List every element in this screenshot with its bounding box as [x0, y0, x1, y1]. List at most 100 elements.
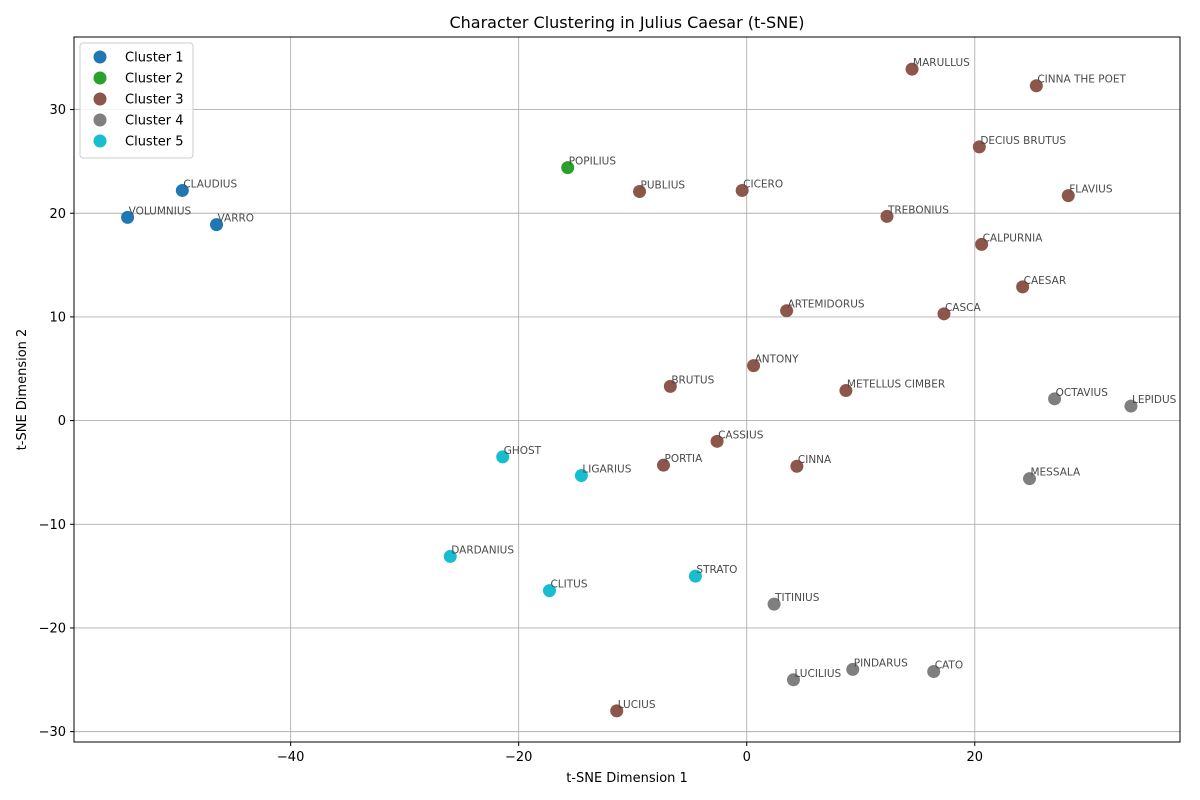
point-label: METELLUS CIMBER [847, 379, 945, 391]
point-label: FLAVIUS [1069, 184, 1113, 196]
y-tick-label: −10 [39, 518, 66, 533]
y-tick-label: 0 [58, 414, 66, 429]
data-point [1048, 392, 1062, 406]
data-point [905, 62, 919, 76]
data-point [747, 359, 761, 373]
legend-entry-label: Cluster 5 [125, 135, 184, 150]
data-point [1061, 189, 1075, 203]
data-point [1022, 472, 1036, 486]
y-tick-label: 20 [49, 207, 66, 222]
point-label: POPILIUS [569, 156, 617, 168]
point-label: LUCILIUS [794, 668, 841, 680]
point-label: MESSALA [1030, 467, 1080, 479]
data-point [688, 569, 702, 583]
x-tick-label: −40 [277, 750, 304, 765]
data-point [735, 183, 749, 197]
legend-entry-label: Cluster 1 [125, 51, 184, 66]
point-label: PUBLIUS [641, 179, 686, 191]
point-label: CAESAR [1024, 275, 1067, 287]
point-label: ANTONY [755, 354, 800, 366]
point-label: CINNA [798, 454, 832, 466]
data-point [610, 704, 624, 718]
x-tick-label: 20 [966, 750, 983, 765]
point-label: ARTEMIDORUS [788, 299, 865, 311]
point-label: CATO [935, 660, 963, 672]
point-label: OCTAVIUS [1056, 387, 1109, 399]
x-tick-label: 0 [743, 750, 751, 765]
point-label: CICERO [743, 178, 783, 190]
data-points [121, 62, 1138, 718]
point-label: TREBONIUS [887, 204, 949, 216]
data-point [975, 237, 989, 251]
data-point [1124, 399, 1138, 413]
legend-box [79, 42, 194, 159]
point-label: CASCA [945, 302, 982, 314]
point-label: PORTIA [664, 453, 703, 465]
data-point [880, 209, 894, 223]
data-point [574, 469, 588, 483]
point-labels: CLAUDIUS VOLUMNIUS VARRO POPILIUS MARULLUS CI… [129, 57, 1177, 711]
y-axis-label: t-SNE Dimension 2 [15, 329, 30, 451]
point-label: CLITUS [550, 579, 587, 591]
data-point [786, 673, 800, 687]
data-point [839, 384, 853, 398]
point-label: LIGARIUS [582, 464, 631, 476]
data-point [846, 662, 860, 676]
point-label: PINDARUS [854, 657, 908, 669]
data-point [767, 597, 781, 611]
data-point [496, 450, 510, 464]
point-label: STRATO [696, 564, 737, 576]
data-point [663, 379, 677, 393]
y-tick-label: −20 [39, 621, 66, 636]
y-tick-label: 10 [49, 310, 66, 325]
data-point [927, 665, 941, 678]
data-point [175, 183, 189, 197]
legend: Cluster 1 Cluster 2 Cluster 3 Cluster 4 Clus… [79, 42, 194, 159]
x-tick-label: −20 [505, 750, 532, 765]
point-label: LEPIDUS [1132, 394, 1177, 406]
point-label: BRUTUS [671, 374, 714, 386]
data-point [972, 140, 986, 154]
data-point [210, 218, 224, 232]
point-label: CINNA THE POET [1037, 74, 1126, 86]
data-point [121, 210, 135, 224]
y-tick-label: −30 [39, 725, 66, 740]
point-label: DARDANIUS [451, 544, 514, 556]
point-label: VARRO [218, 213, 255, 225]
point-label: CLAUDIUS [183, 178, 237, 190]
axis-ticks: −40 −20 0 20 −30 −20 −10 0 10 20 30 [39, 103, 983, 765]
grid [74, 37, 1180, 742]
point-label: CALPURNIA [983, 232, 1044, 244]
data-point [780, 304, 794, 318]
legend-marker [93, 113, 107, 127]
data-point [937, 307, 951, 321]
data-point [443, 549, 457, 563]
legend-entry-label: Cluster 3 [125, 93, 184, 108]
point-label: LUCIUS [618, 699, 656, 711]
chart-title: Character Clustering in Julius Caesar (t… [449, 13, 804, 32]
point-label: TITINIUS [774, 592, 820, 604]
legend-marker [93, 71, 107, 85]
legend-entry-label: Cluster 4 [125, 114, 184, 129]
legend-entry-label: Cluster 2 [125, 72, 184, 87]
point-label: MARULLUS [913, 57, 970, 69]
legend-marker [93, 50, 107, 64]
point-label: GHOST [504, 445, 542, 457]
data-point [790, 459, 804, 473]
data-point [1016, 280, 1030, 294]
x-axis-label: t-SNE Dimension 1 [566, 771, 688, 786]
data-point [561, 161, 575, 175]
point-label: CASSIUS [718, 429, 764, 441]
legend-marker [93, 134, 107, 148]
point-label: VOLUMNIUS [129, 205, 192, 217]
data-point [656, 458, 670, 472]
data-point [633, 184, 647, 198]
data-point [1029, 79, 1043, 93]
data-point [542, 584, 556, 598]
y-tick-label: 30 [49, 103, 66, 118]
point-label: DECIUS BRUTUS [980, 135, 1066, 147]
legend-marker [93, 92, 107, 106]
plot-frame [73, 36, 1181, 743]
